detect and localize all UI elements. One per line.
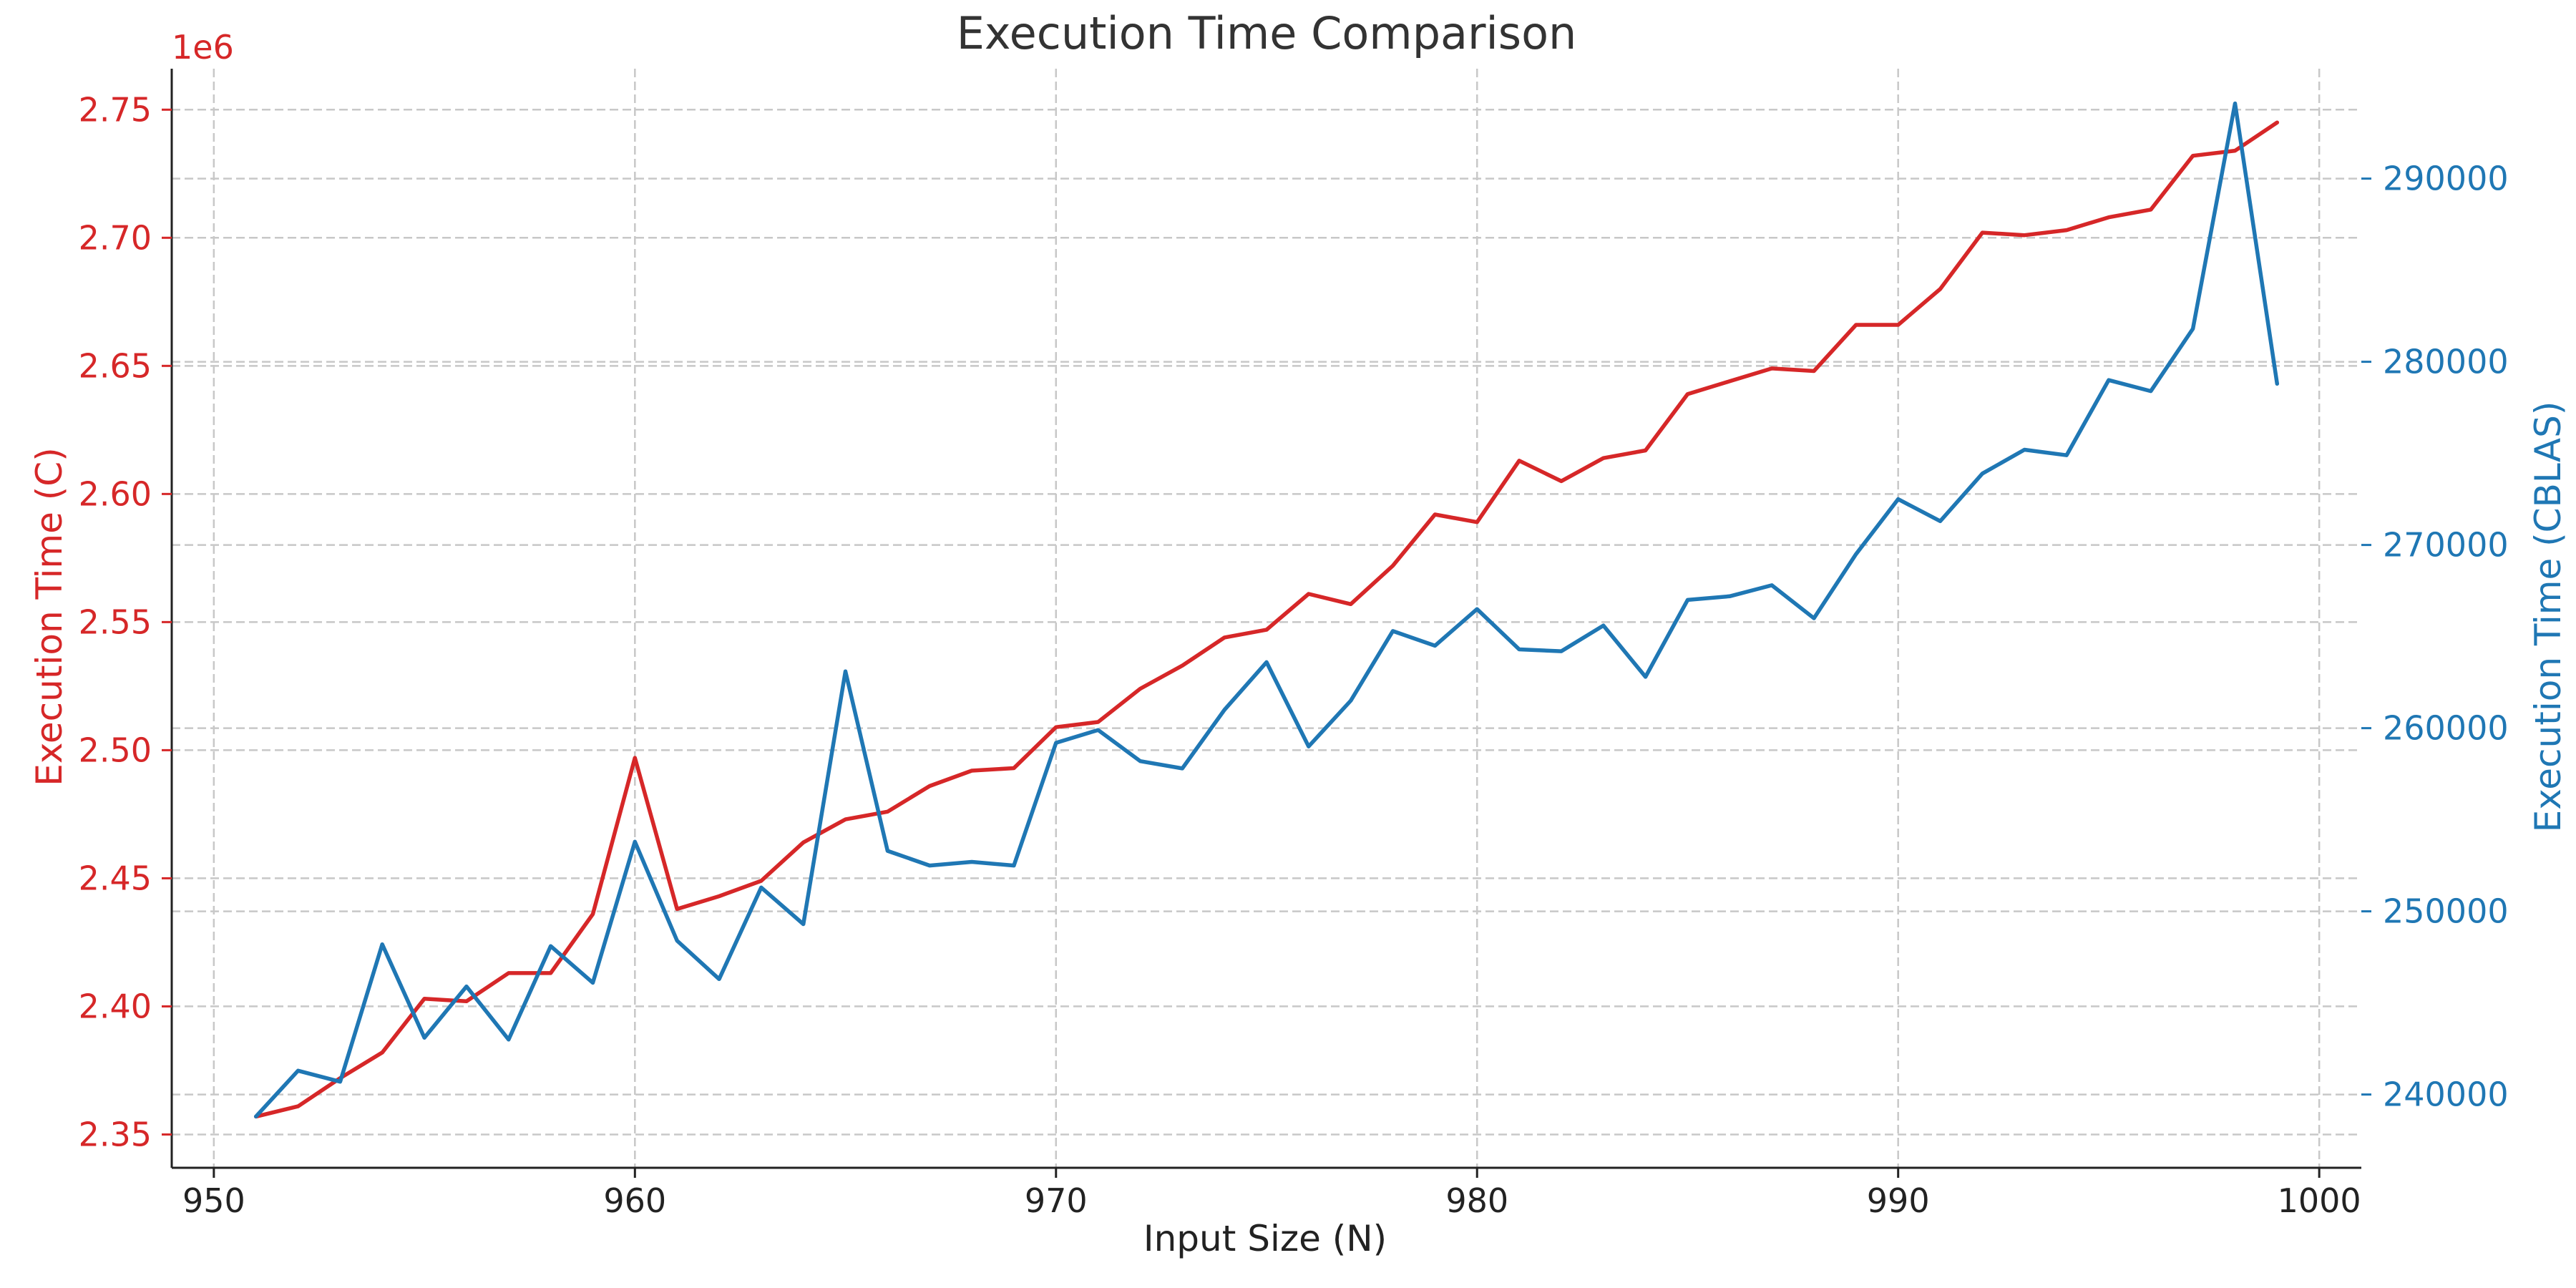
left-axis-offset-label: 1e6 [172, 28, 234, 67]
right-y-tick-label: 250000 [2383, 892, 2509, 931]
left-y-tick-label: 2.40 [79, 987, 152, 1025]
right-axis-label: Execution Time (CBLAS) [2527, 401, 2569, 833]
left-y-tick-label: 2.75 [79, 90, 152, 129]
left-y-tick-label: 2.70 [79, 218, 152, 257]
right-y-tick-label: 270000 [2383, 526, 2509, 565]
x-tick-label: 970 [1025, 1181, 1088, 1220]
left-y-tick-label: 2.55 [79, 602, 152, 641]
series-line-c [253, 120, 2280, 1119]
right-y-tick-label: 280000 [2383, 343, 2509, 381]
x-tick-label: 980 [1445, 1181, 1508, 1220]
right-y-tick-label: 290000 [2383, 160, 2509, 198]
left-y-tick-label: 2.65 [79, 346, 152, 385]
x-tick-label: 1000 [2278, 1181, 2361, 1220]
chart-title: Execution Time Comparison [957, 7, 1577, 59]
x-axis-label: Input Size (N) [1143, 1218, 1387, 1259]
axes [170, 69, 2361, 1169]
x-tick-label: 990 [1867, 1181, 1930, 1220]
left-y-tick-label: 2.35 [79, 1115, 152, 1153]
right-y-tick-label: 240000 [2383, 1075, 2509, 1114]
left-y-tick-label: 2.45 [79, 859, 152, 897]
left-y-tick-label: 2.50 [79, 731, 152, 769]
series-line-cblas [253, 101, 2280, 1119]
series-lines [253, 101, 2280, 1119]
left-y-tick-label: 2.60 [79, 474, 152, 513]
ticks: 950 960 970 980 990 1000 2.35 2.40 2.45 2.50 2.55 2… [79, 90, 2509, 1220]
x-tick-label: 950 [182, 1181, 245, 1220]
grid-lines [172, 69, 2361, 1168]
right-y-tick-label: 260000 [2383, 709, 2509, 748]
left-axis-label: Execution Time (C) [29, 447, 70, 786]
x-tick-label: 960 [603, 1181, 666, 1220]
